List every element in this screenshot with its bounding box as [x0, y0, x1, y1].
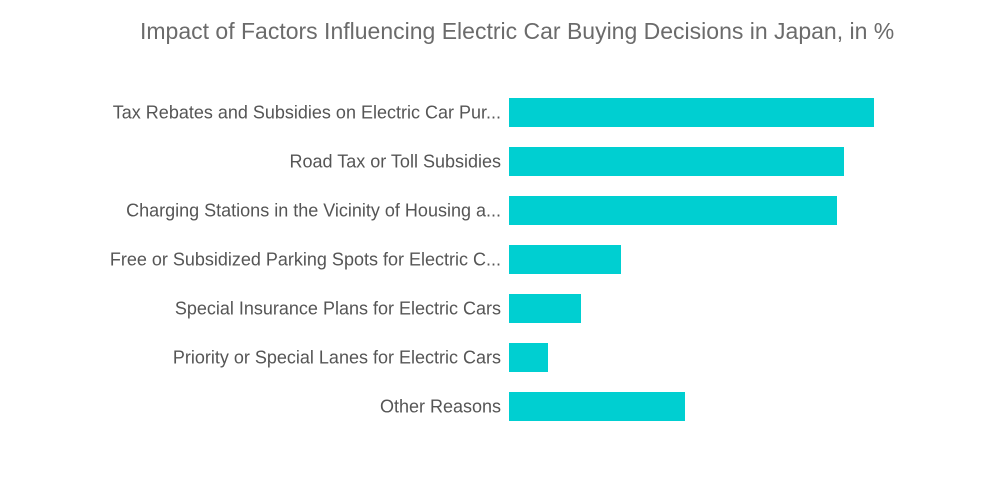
chart-title: Impact of Factors Influencing Electric C… — [0, 14, 1000, 50]
category-label-3: Free or Subsidized Parking Spots for Ele… — [110, 250, 501, 270]
category-labels-group: Tax Rebates and Subsidies on Electric Ca… — [110, 103, 501, 417]
bars-group — [509, 98, 874, 421]
bar-4 — [509, 294, 581, 323]
category-label-4: Special Insurance Plans for Electric Car… — [175, 299, 501, 319]
category-label-2: Charging Stations in the Vicinity of Hou… — [126, 201, 501, 221]
category-label-1: Road Tax or Toll Subsidies — [290, 152, 501, 172]
bar-2 — [509, 196, 837, 225]
bar-5 — [509, 343, 548, 372]
category-label-0: Tax Rebates and Subsidies on Electric Ca… — [113, 103, 501, 123]
bar-1 — [509, 147, 844, 176]
bar-3 — [509, 245, 621, 274]
chart-title-text: Impact of Factors Influencing Electric C… — [140, 18, 895, 44]
bar-6 — [509, 392, 685, 421]
category-label-5: Priority or Special Lanes for Electric C… — [173, 348, 501, 368]
bar-0 — [509, 98, 874, 127]
category-label-6: Other Reasons — [380, 397, 501, 417]
